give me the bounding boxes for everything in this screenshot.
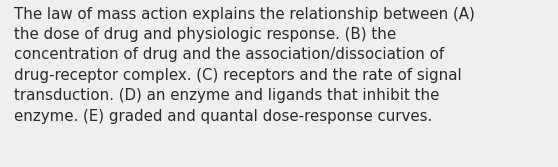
Text: The law of mass action explains the relationship between (A)
the dose of drug an: The law of mass action explains the rela… (14, 7, 475, 124)
